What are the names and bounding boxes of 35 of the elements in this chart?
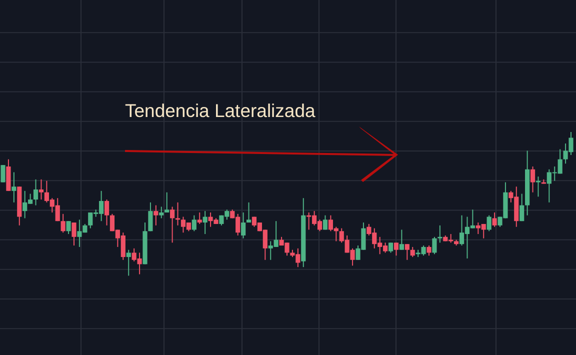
candlestick — [12, 172, 16, 203]
candlestick — [246, 202, 252, 224]
candlestick — [394, 242, 399, 256]
candlestick — [438, 224, 442, 244]
candlestick — [432, 236, 437, 255]
candlestick — [536, 176, 541, 198]
candlestick — [164, 192, 170, 213]
candlestick — [154, 204, 158, 226]
candlestick — [159, 206, 164, 219]
candlestick — [241, 212, 246, 239]
candlestick — [492, 212, 497, 228]
candlestick — [530, 166, 536, 193]
candlestick — [410, 246, 415, 258]
candlestick — [0, 164, 6, 183]
candlestick — [202, 210, 208, 235]
candlestick — [426, 245, 432, 256]
candlestick — [60, 213, 66, 234]
candlestick — [126, 249, 131, 276]
candlestick — [170, 206, 175, 244]
candlestick — [399, 229, 404, 250]
candlestick — [404, 244, 410, 260]
candlestick — [197, 212, 202, 224]
candlestick — [104, 199, 110, 226]
candlestick — [192, 214, 196, 232]
candlestick — [38, 178, 44, 200]
candlestick — [66, 220, 71, 235]
candlestick — [388, 242, 394, 254]
candlestick — [520, 193, 524, 222]
candlestick — [322, 214, 328, 230]
candlestick — [33, 178, 38, 206]
text: Tendencia Lateralizada — [125, 100, 316, 121]
candlestick — [148, 202, 153, 232]
candlestick — [175, 202, 180, 226]
candlestick — [486, 214, 492, 232]
candlestick — [72, 222, 76, 246]
